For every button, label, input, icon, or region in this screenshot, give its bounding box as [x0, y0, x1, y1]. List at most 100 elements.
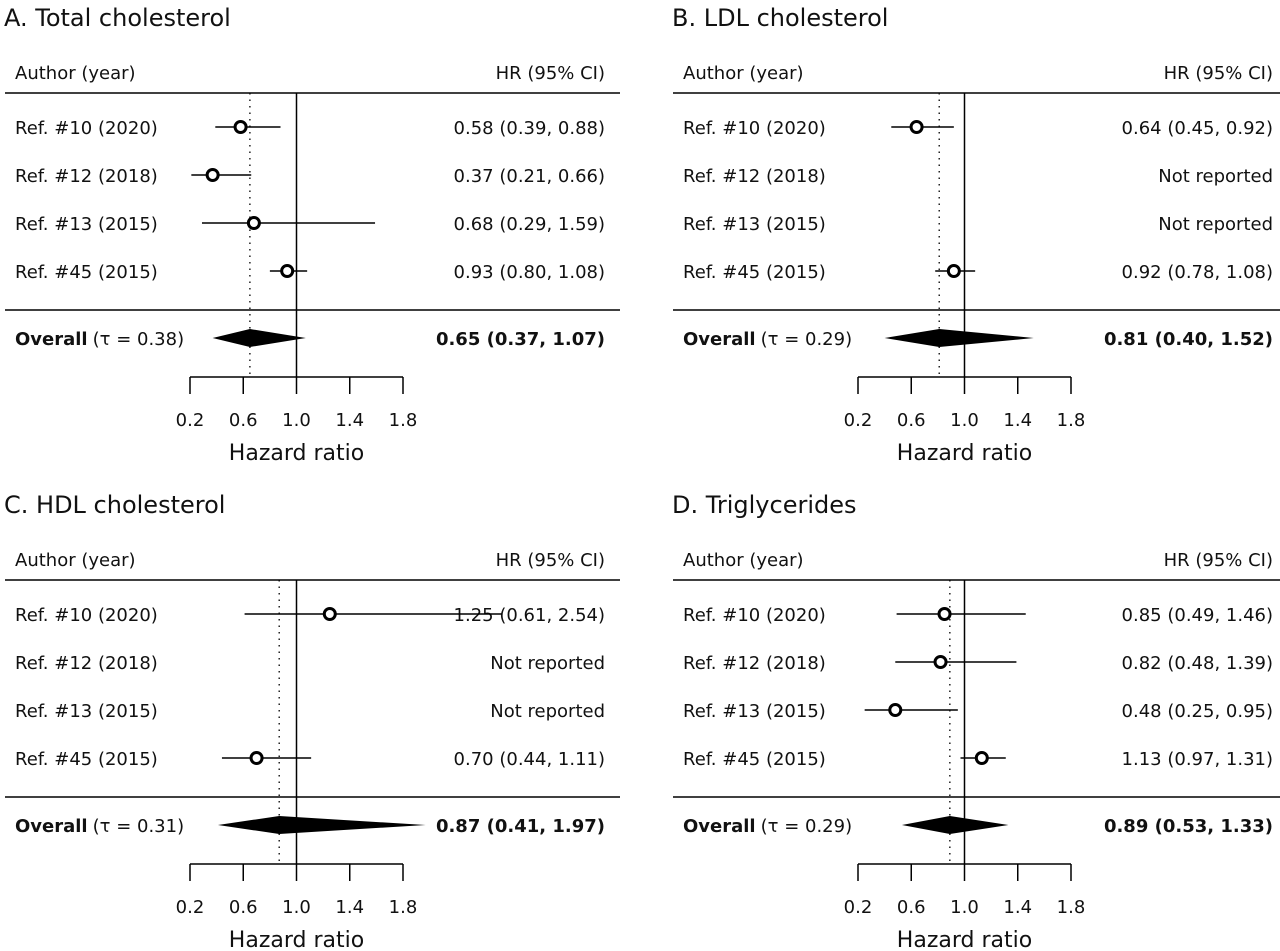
- overall-word: Overall: [15, 816, 88, 837]
- header-author: Author (year): [683, 550, 804, 571]
- x-axis-label: Hazard ratio: [897, 441, 1032, 466]
- header-hr: HR (95% CI): [496, 550, 605, 571]
- overall-diamond: [212, 329, 306, 347]
- panel-title: B. LDL cholesterol: [672, 4, 888, 32]
- study-hr-text: 0.64 (0.45, 0.92): [1122, 118, 1273, 139]
- overall-word: Overall: [683, 816, 756, 837]
- study-hr-text: 0.85 (0.49, 1.46): [1122, 605, 1273, 626]
- study-label: Ref. #45 (2015): [15, 749, 158, 770]
- forest-panel: A. Total cholesterol Author (year) HR (95%…: [4, 4, 620, 466]
- study-label: Ref. #12 (2018): [15, 653, 158, 674]
- x-tick-label: 1.4: [335, 410, 364, 431]
- overall-word: Overall: [683, 329, 756, 350]
- overall-diamond: [901, 816, 1009, 834]
- overall-hr-text: 0.87 (0.41, 1.97): [436, 816, 605, 837]
- study-point: [322, 607, 337, 621]
- header-author: Author (year): [683, 63, 804, 84]
- overall-hr-text: 0.81 (0.40, 1.52): [1104, 329, 1273, 350]
- x-tick-label: 0.6: [229, 410, 258, 431]
- overall-diamond: [884, 329, 1034, 347]
- forest-panel: D. Triglycerides Author (year) HR (95% CI)…: [672, 491, 1280, 951]
- x-tick-label: 1.0: [282, 897, 311, 918]
- study-label: Ref. #45 (2015): [683, 262, 826, 283]
- study-point: [937, 607, 952, 621]
- study-label: Ref. #13 (2015): [15, 214, 158, 235]
- x-tick-label: 1.8: [389, 897, 418, 918]
- study-label: Ref. #13 (2015): [15, 701, 158, 722]
- study-label: Ref. #12 (2018): [683, 653, 826, 674]
- overall-label: Overall (τ = 0.29): [683, 329, 852, 350]
- x-tick-label: 0.6: [897, 410, 926, 431]
- x-tick-label: 0.6: [229, 897, 258, 918]
- x-tick-label: 0.2: [844, 897, 873, 918]
- x-tick-label: 1.4: [1003, 410, 1032, 431]
- x-tick-label: 1.8: [1057, 410, 1086, 431]
- overall-tau: (τ = 0.29): [761, 329, 853, 350]
- forest-panel: C. HDL cholesterol Author (year) HR (95% C…: [4, 491, 620, 951]
- study-hr-text: 0.58 (0.39, 0.88): [454, 118, 605, 139]
- study-point: [933, 655, 948, 669]
- study-hr-text: 0.48 (0.25, 0.95): [1122, 701, 1273, 722]
- x-axis-label: Hazard ratio: [229, 441, 364, 466]
- study-point: [946, 264, 961, 278]
- study-label: Ref. #10 (2020): [683, 118, 826, 139]
- study-point: [888, 703, 903, 717]
- study-point: [249, 751, 264, 765]
- overall-diamond: [217, 816, 426, 834]
- panel-title: D. Triglycerides: [672, 491, 857, 519]
- x-tick-label: 1.8: [1057, 897, 1086, 918]
- x-axis-label: Hazard ratio: [897, 928, 1032, 951]
- x-tick-label: 0.2: [844, 410, 873, 431]
- panel-title: A. Total cholesterol: [4, 4, 231, 32]
- x-tick-label: 0.2: [176, 897, 205, 918]
- overall-label: Overall (τ = 0.31): [15, 816, 184, 837]
- study-hr-text: Not reported: [1158, 214, 1273, 235]
- x-tick-label: 1.8: [389, 410, 418, 431]
- x-tick-label: 1.0: [950, 410, 979, 431]
- study-hr-text: 1.25 (0.61, 2.54): [454, 605, 605, 626]
- forest-panel: B. LDL cholesterol Author (year) HR (95% C…: [672, 4, 1280, 466]
- study-point: [205, 168, 220, 182]
- study-hr-text: 0.93 (0.80, 1.08): [454, 262, 605, 283]
- study-label: Ref. #12 (2018): [683, 166, 826, 187]
- overall-tau: (τ = 0.31): [93, 816, 185, 837]
- study-label: Ref. #13 (2015): [683, 214, 826, 235]
- study-label: Ref. #10 (2020): [683, 605, 826, 626]
- x-tick-label: 0.2: [176, 410, 205, 431]
- header-hr: HR (95% CI): [1164, 550, 1273, 571]
- study-label: Ref. #45 (2015): [15, 262, 158, 283]
- overall-word: Overall: [15, 329, 88, 350]
- study-label: Ref. #10 (2020): [15, 605, 158, 626]
- x-tick-label: 1.0: [282, 410, 311, 431]
- overall-hr-text: 0.65 (0.37, 1.07): [436, 329, 605, 350]
- x-axis-label: Hazard ratio: [229, 928, 364, 951]
- overall-tau: (τ = 0.29): [761, 816, 853, 837]
- study-hr-text: Not reported: [490, 653, 605, 674]
- overall-label: Overall (τ = 0.29): [683, 816, 852, 837]
- study-hr-text: Not reported: [1158, 166, 1273, 187]
- study-label: Ref. #12 (2018): [15, 166, 158, 187]
- x-tick-label: 0.6: [897, 897, 926, 918]
- x-tick-label: 1.0: [950, 897, 979, 918]
- overall-label: Overall (τ = 0.38): [15, 329, 184, 350]
- overall-tau: (τ = 0.38): [93, 329, 185, 350]
- study-label: Ref. #13 (2015): [683, 701, 826, 722]
- x-tick-label: 1.4: [335, 897, 364, 918]
- study-label: Ref. #10 (2020): [15, 118, 158, 139]
- header-hr: HR (95% CI): [1164, 63, 1273, 84]
- study-hr-text: 0.37 (0.21, 0.66): [454, 166, 605, 187]
- header-author: Author (year): [15, 550, 136, 571]
- study-hr-text: 0.70 (0.44, 1.11): [454, 749, 605, 770]
- study-point: [280, 264, 295, 278]
- study-label: Ref. #45 (2015): [683, 749, 826, 770]
- study-point: [909, 120, 924, 134]
- study-hr-text: Not reported: [490, 701, 605, 722]
- study-hr-text: 1.13 (0.97, 1.31): [1122, 749, 1273, 770]
- study-point: [233, 120, 248, 134]
- overall-hr-text: 0.89 (0.53, 1.33): [1104, 816, 1273, 837]
- header-author: Author (year): [15, 63, 136, 84]
- panel-title: C. HDL cholesterol: [4, 491, 225, 519]
- header-hr: HR (95% CI): [496, 63, 605, 84]
- x-tick-label: 1.4: [1003, 897, 1032, 918]
